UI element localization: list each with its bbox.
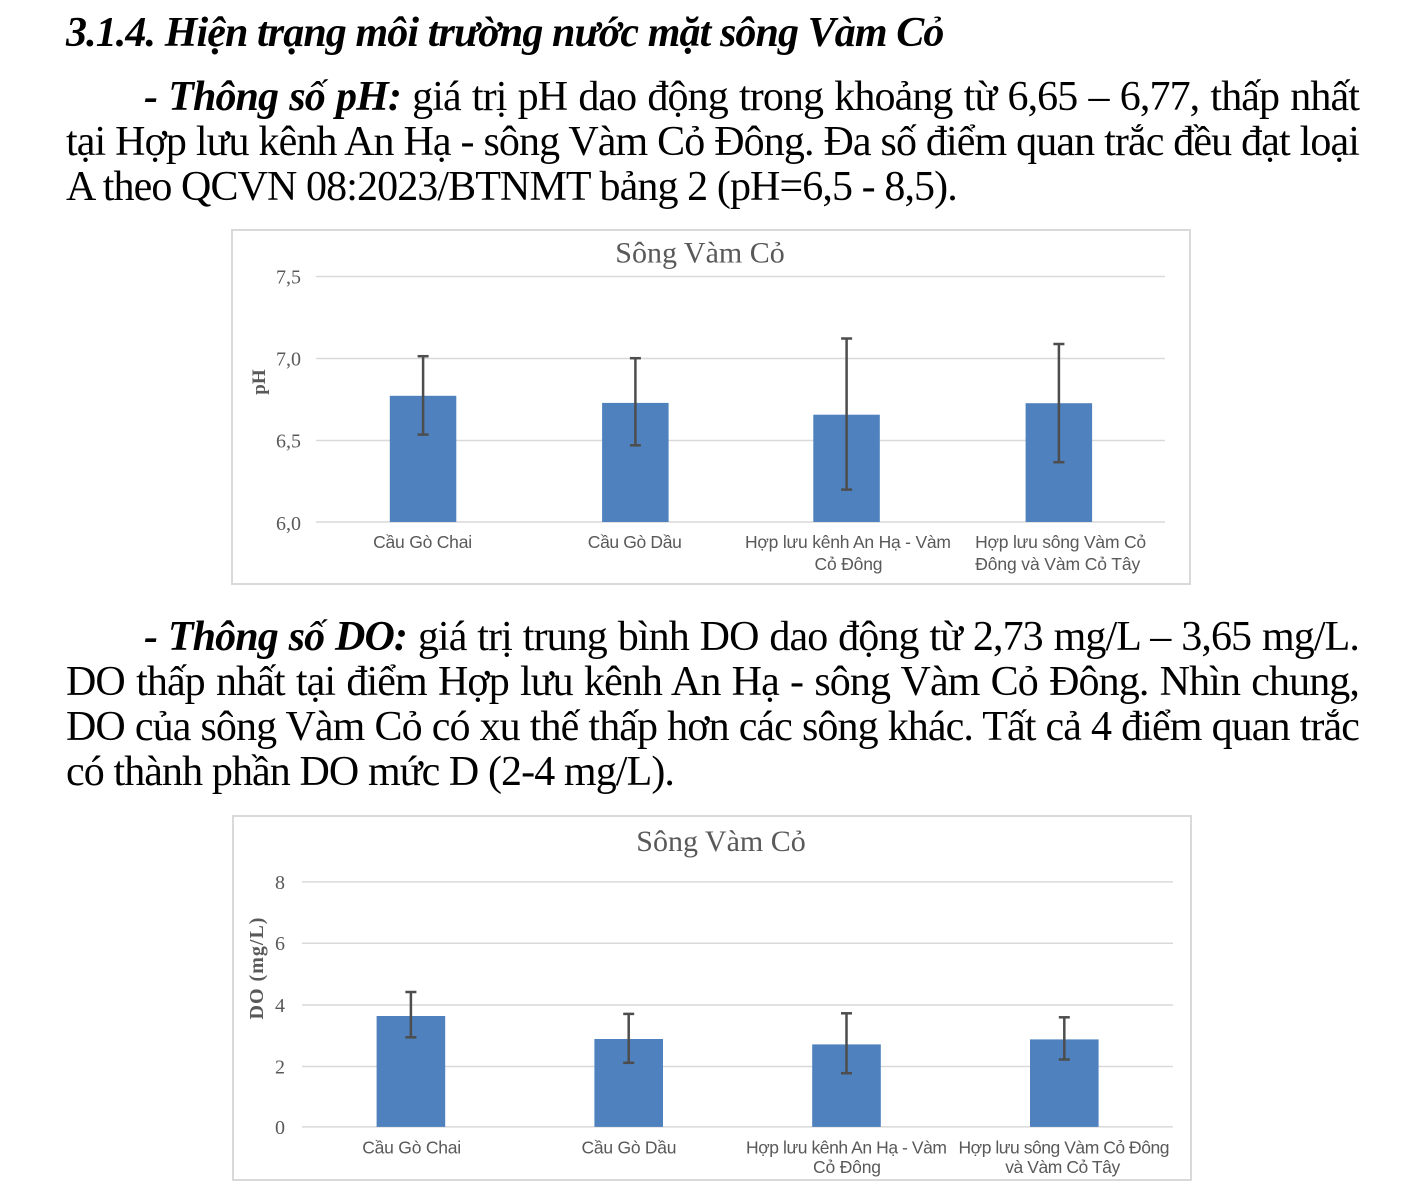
svg-text:Cầu Gò Chai: Cầu Gò Chai bbox=[362, 1137, 461, 1157]
svg-text:Sông Vàm Cỏ: Sông Vàm Cỏ bbox=[615, 237, 784, 270]
svg-text:Cầu Gò Dầu: Cầu Gò Dầu bbox=[588, 532, 682, 552]
svg-text:Cỏ Đông: Cỏ Đông bbox=[813, 1157, 881, 1177]
svg-text:2: 2 bbox=[275, 1057, 285, 1079]
svg-text:Hợp lưu kênh An Hạ - Vàm: Hợp lưu kênh An Hạ - Vàm bbox=[745, 532, 951, 552]
svg-text:Đông và Vàm Cỏ Tây: Đông và Vàm Cỏ Tây bbox=[975, 554, 1140, 574]
svg-text:6,0: 6,0 bbox=[276, 513, 301, 535]
svg-text:Hợp lưu sông Vàm Cỏ Đông: Hợp lưu sông Vàm Cỏ Đông bbox=[959, 1137, 1170, 1157]
svg-text:pH: pH bbox=[249, 369, 270, 395]
svg-text:4: 4 bbox=[275, 995, 285, 1017]
svg-text:8: 8 bbox=[275, 872, 285, 894]
svg-text:7,0: 7,0 bbox=[276, 349, 301, 371]
svg-text:Sông Vàm Cỏ: Sông Vàm Cỏ bbox=[636, 825, 805, 858]
svg-text:Hợp lưu sông Vàm Cỏ: Hợp lưu sông Vàm Cỏ bbox=[975, 532, 1146, 552]
svg-text:Cầu Gò Chai: Cầu Gò Chai bbox=[373, 532, 472, 552]
svg-text:DO (mg/L): DO (mg/L) bbox=[246, 917, 268, 1020]
svg-text:7,5: 7,5 bbox=[276, 267, 301, 289]
svg-text:Cầu Gò Dầu: Cầu Gò Dầu bbox=[582, 1137, 677, 1157]
svg-text:6,5: 6,5 bbox=[276, 431, 301, 453]
svg-text:Hợp lưu kênh An Hạ - Vàm: Hợp lưu kênh An Hạ - Vàm bbox=[746, 1137, 947, 1157]
svg-text:0: 0 bbox=[275, 1117, 285, 1139]
svg-text:6: 6 bbox=[275, 933, 285, 955]
svg-text:Cỏ Đông: Cỏ Đông bbox=[815, 554, 883, 574]
svg-text:và Vàm Cỏ Tây: và Vàm Cỏ Tây bbox=[1005, 1157, 1120, 1177]
